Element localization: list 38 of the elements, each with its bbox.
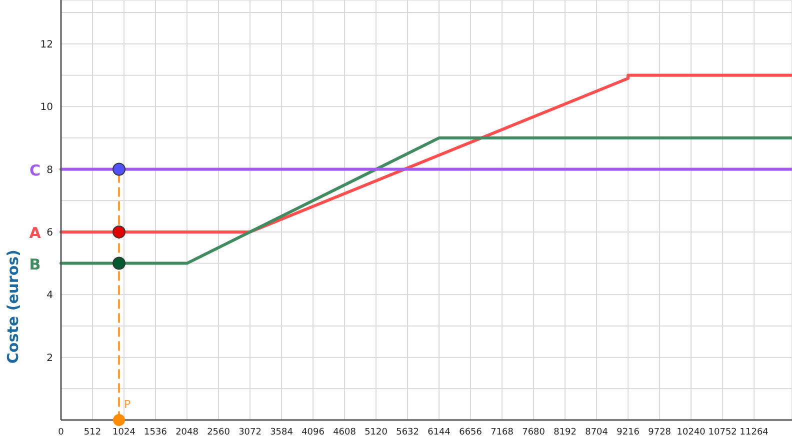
- series-label: P: [124, 398, 132, 411]
- x-tick-label: 8704: [585, 427, 608, 438]
- x-tick-label: 4608: [333, 427, 356, 438]
- point: [113, 414, 126, 426]
- x-tick-label: 512: [84, 427, 102, 438]
- x-tick-label: 1024: [112, 427, 136, 438]
- y-tick-label: 8: [46, 164, 53, 176]
- x-tick-label: 0: [58, 427, 64, 438]
- series-label: C: [29, 161, 41, 180]
- x-tick-label: 9728: [648, 427, 672, 438]
- x-tick-label: 4096: [302, 427, 325, 438]
- x-tick-label: 2560: [207, 427, 230, 438]
- x-tick-label: 5632: [396, 427, 419, 438]
- x-tick-label: 5120: [364, 427, 388, 438]
- x-tick-label: 7168: [490, 427, 514, 438]
- point: [112, 162, 126, 176]
- x-tick-label: 6144: [428, 427, 451, 438]
- x-tick-label: 10240: [676, 427, 706, 438]
- y-tick-label: 2: [46, 352, 53, 364]
- y-axis-title: Coste (euros): [4, 250, 22, 364]
- x-tick-label: 3584: [270, 427, 294, 438]
- x-tick-label: 2048: [176, 427, 199, 438]
- x-tick-label: 11264: [740, 427, 769, 438]
- point: [112, 256, 126, 270]
- point: [112, 225, 126, 238]
- x-tick-label: 1536: [144, 427, 168, 438]
- series-label: A: [29, 224, 42, 242]
- x-tick-label: 9216: [616, 427, 640, 438]
- y-tick-label: 12: [40, 39, 53, 50]
- x-tick-label: 10752: [708, 427, 737, 438]
- y-tick-label: 10: [40, 102, 53, 114]
- x-tick-label: 8192: [554, 427, 577, 438]
- x-tick-label: 7680: [522, 427, 546, 438]
- y-tick-label: 4: [46, 290, 53, 302]
- y-tick-label: 6: [46, 227, 53, 238]
- x-tick-label: 3072: [238, 427, 262, 438]
- x-tick-label: 6656: [459, 427, 482, 438]
- series-label: B: [29, 255, 41, 274]
